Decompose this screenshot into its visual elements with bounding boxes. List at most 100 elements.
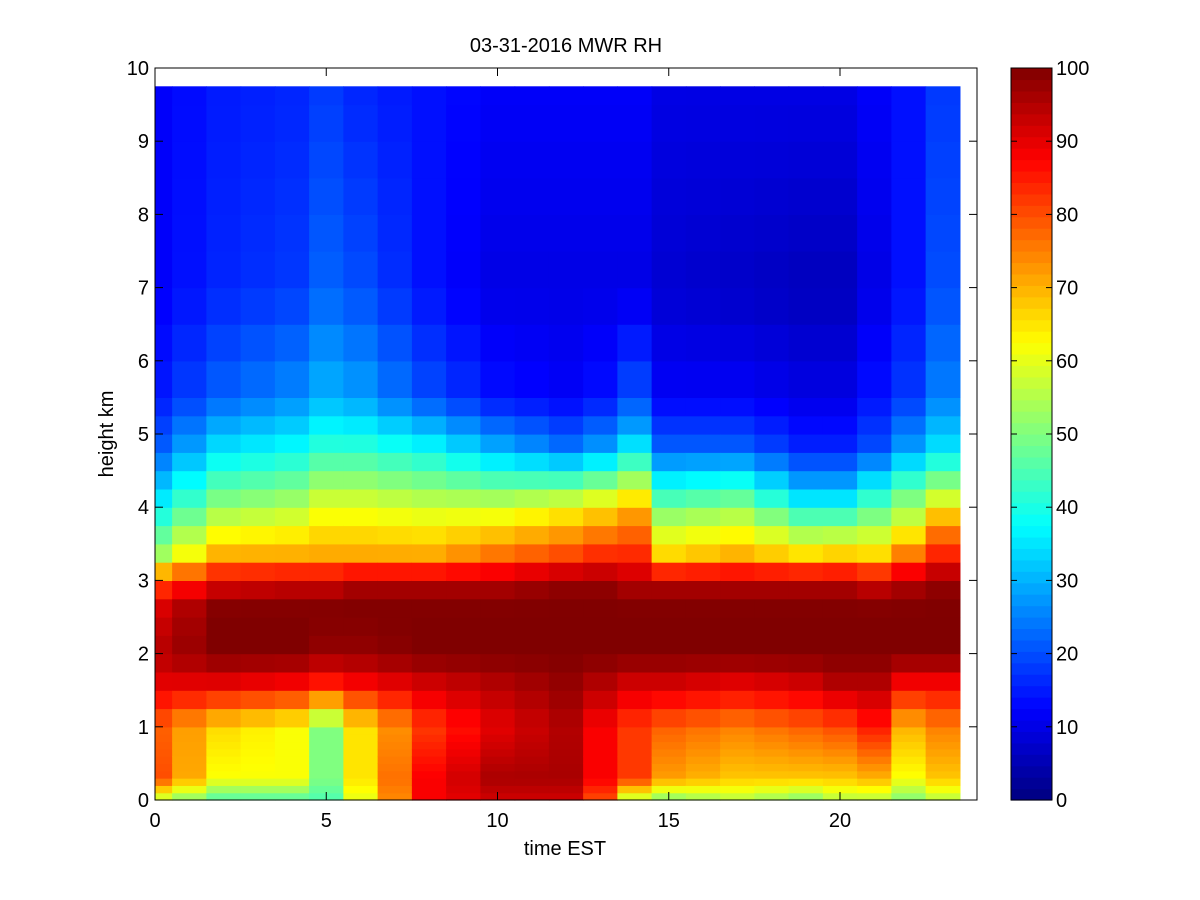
heatmap-cell bbox=[446, 525, 481, 545]
heatmap-cell bbox=[617, 778, 653, 786]
heatmap-cell bbox=[651, 287, 687, 325]
heatmap-cell bbox=[446, 741, 481, 750]
heatmap-cell bbox=[411, 434, 447, 453]
heatmap-cell bbox=[514, 617, 550, 636]
heatmap-cell bbox=[172, 415, 207, 435]
heatmap-cell bbox=[925, 104, 961, 142]
heatmap-cell bbox=[583, 324, 618, 362]
colorbar-swatch bbox=[1011, 502, 1052, 515]
heatmap-cell bbox=[480, 177, 516, 215]
heatmap-cell bbox=[206, 792, 242, 801]
heatmap-cell bbox=[651, 86, 687, 106]
heatmap-cell bbox=[446, 434, 481, 453]
colorbar-swatch bbox=[1011, 719, 1052, 732]
heatmap-cell bbox=[377, 470, 413, 490]
heatmap-cell bbox=[583, 214, 618, 252]
heatmap-cell bbox=[446, 488, 481, 508]
heatmap-cell bbox=[857, 734, 892, 743]
colorbar bbox=[1011, 68, 1052, 801]
heatmap-cell bbox=[155, 507, 173, 527]
heatmap-cell bbox=[309, 748, 344, 757]
heatmap-cell bbox=[343, 580, 379, 600]
heatmap-cell bbox=[480, 360, 516, 398]
heatmap-cell bbox=[274, 653, 310, 673]
heatmap-cell bbox=[617, 434, 653, 453]
heatmap-cell bbox=[617, 287, 653, 325]
heatmap-cell bbox=[155, 756, 173, 764]
heatmap-cell bbox=[240, 653, 276, 673]
heatmap-cell bbox=[206, 778, 242, 786]
heatmap-cell bbox=[240, 792, 276, 801]
heatmap-cell bbox=[583, 507, 618, 527]
heatmap-cell bbox=[274, 756, 310, 764]
heatmap-cell bbox=[240, 488, 276, 508]
heatmap-cell bbox=[240, 598, 276, 618]
heatmap-cell bbox=[377, 360, 413, 398]
heatmap-cell bbox=[480, 770, 516, 779]
colorbar-tick-label: 30 bbox=[1056, 570, 1078, 592]
heatmap-cell bbox=[274, 488, 310, 508]
heatmap-cell bbox=[480, 726, 516, 735]
heatmap-cell bbox=[446, 763, 481, 772]
heatmap-cell bbox=[172, 543, 207, 563]
heatmap-cell bbox=[377, 434, 413, 453]
heatmap-cell bbox=[720, 792, 755, 801]
heatmap-cell bbox=[480, 434, 516, 453]
heatmap-cell bbox=[343, 287, 379, 325]
heatmap-cell bbox=[240, 785, 276, 794]
heatmap-cell bbox=[446, 671, 481, 691]
heatmap-cell bbox=[514, 287, 550, 325]
heatmap-cell bbox=[240, 617, 276, 636]
heatmap-cell bbox=[720, 543, 755, 563]
heatmap-cell bbox=[377, 86, 413, 106]
heatmap-cell bbox=[480, 324, 516, 362]
heatmap-cell bbox=[514, 324, 550, 362]
heatmap-cell bbox=[720, 653, 755, 673]
heatmap-cell bbox=[548, 635, 584, 655]
heatmap-cell bbox=[617, 726, 653, 735]
heatmap-cell bbox=[480, 507, 516, 527]
heatmap-cell bbox=[309, 671, 344, 691]
heatmap-cell bbox=[720, 690, 755, 710]
colorbar-swatch bbox=[1011, 468, 1052, 481]
heatmap-cell bbox=[411, 756, 447, 764]
heatmap-cell bbox=[857, 543, 892, 563]
colorbar-swatch bbox=[1011, 319, 1052, 332]
heatmap-cell bbox=[651, 726, 687, 735]
heatmap-cell bbox=[754, 434, 790, 453]
heatmap-cell bbox=[891, 415, 927, 435]
colorbar-swatch bbox=[1011, 731, 1052, 744]
heatmap-cell bbox=[685, 397, 721, 417]
heatmap-cell bbox=[891, 778, 927, 786]
heatmap-cell bbox=[651, 177, 687, 215]
heatmap-cell bbox=[240, 214, 276, 252]
heatmap-cell bbox=[685, 287, 721, 325]
heatmap-cell bbox=[925, 415, 961, 435]
heatmap-cell bbox=[274, 734, 310, 743]
colorbar-tick-label: 70 bbox=[1056, 278, 1078, 300]
heatmap-cell bbox=[685, 177, 721, 215]
heatmap-cell bbox=[309, 598, 344, 618]
heatmap-cell bbox=[891, 617, 927, 636]
colorbar-swatch bbox=[1011, 170, 1052, 183]
heatmap-cell bbox=[309, 763, 344, 772]
heatmap-cell bbox=[343, 635, 379, 655]
heatmap-cell bbox=[240, 104, 276, 142]
colorbar-swatch bbox=[1011, 308, 1052, 321]
heatmap-cell bbox=[446, 470, 481, 490]
heatmap-cell bbox=[891, 434, 927, 453]
colorbar-swatch bbox=[1011, 777, 1052, 790]
colorbar-swatch bbox=[1011, 285, 1052, 298]
colorbar-swatch bbox=[1011, 388, 1052, 401]
heatmap-cell bbox=[857, 778, 892, 786]
heatmap-cell bbox=[891, 360, 927, 398]
y-axis-ticks: 0 1 2 3 4 5 6 7 8 9 10 bbox=[127, 58, 977, 812]
heatmap-cell bbox=[857, 525, 892, 545]
heatmap-cell bbox=[274, 470, 310, 490]
heatmap-cell bbox=[548, 580, 584, 600]
heatmap-cell bbox=[411, 708, 447, 728]
heatmap-cell bbox=[377, 785, 413, 794]
heatmap-cell bbox=[617, 763, 653, 772]
heatmap-cell bbox=[548, 726, 584, 735]
colorbar-swatch bbox=[1011, 605, 1052, 618]
